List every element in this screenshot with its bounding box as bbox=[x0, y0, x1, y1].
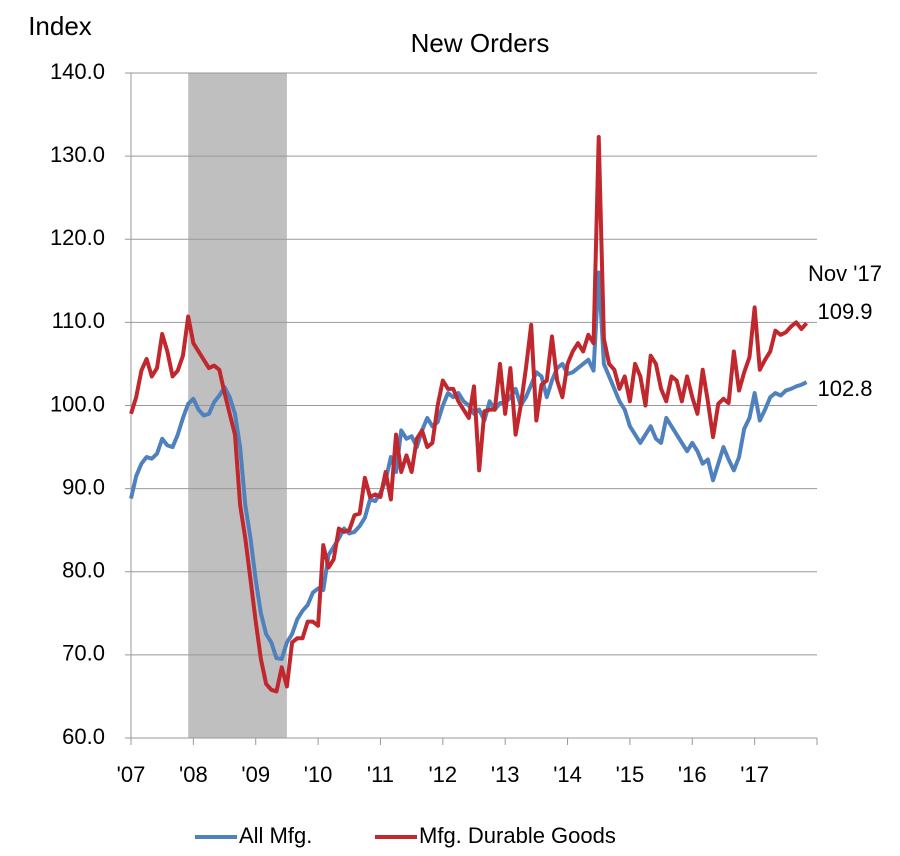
y-tick-label: 60.0 bbox=[62, 724, 105, 749]
y-tick-label: 140.0 bbox=[50, 59, 105, 84]
x-tick-label: '16 bbox=[678, 762, 707, 787]
y-tick-label: 130.0 bbox=[50, 142, 105, 167]
x-tick-label: '08 bbox=[179, 762, 208, 787]
legend-label: Mfg. Durable Goods bbox=[419, 823, 616, 848]
y-tick-label: 70.0 bbox=[62, 641, 105, 666]
x-tick-label: '14 bbox=[553, 762, 582, 787]
x-tick-label: '10 bbox=[304, 762, 333, 787]
series-line bbox=[129, 270, 808, 662]
x-tick-label: '13 bbox=[491, 762, 520, 787]
x-tick-label: '11 bbox=[367, 762, 394, 787]
y-tick-label: 100.0 bbox=[50, 391, 105, 416]
legend-label: All Mfg. bbox=[239, 823, 312, 848]
y-tick-label: 80.0 bbox=[62, 558, 105, 583]
y-tick-label: 120.0 bbox=[50, 225, 105, 250]
y-tick-label: 90.0 bbox=[62, 474, 105, 499]
series-line bbox=[129, 135, 809, 694]
x-tick-label: '07 bbox=[117, 762, 146, 787]
annotation: 109.9 bbox=[817, 299, 872, 324]
annotation: Nov '17 bbox=[808, 261, 882, 286]
x-tick-label: '09 bbox=[241, 762, 270, 787]
chart-title: New Orders bbox=[411, 28, 550, 58]
x-tick-label: '15 bbox=[616, 762, 645, 787]
x-tick-label: '17 bbox=[740, 762, 769, 787]
x-tick-label: '12 bbox=[428, 762, 457, 787]
y-tick-label: 110.0 bbox=[52, 308, 105, 333]
y-axis-label: Index bbox=[28, 11, 92, 41]
annotation: 102.8 bbox=[817, 376, 872, 401]
